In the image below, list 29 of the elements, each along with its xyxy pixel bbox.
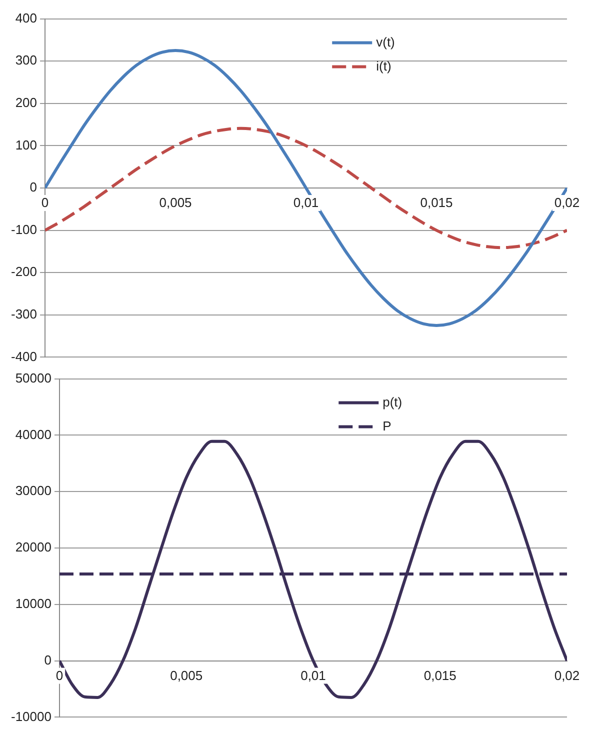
y-tick-label: 0 xyxy=(30,180,38,195)
x-tick-label: 0,015 xyxy=(424,668,456,683)
y-tick-label: 50000 xyxy=(15,370,52,386)
legend-label: v(t) xyxy=(376,34,395,50)
x-tick-label: 0,02 xyxy=(554,668,580,683)
legend-label: i(t) xyxy=(376,58,392,74)
y-tick-label: -300 xyxy=(10,306,38,322)
y-tick-label: 400 xyxy=(15,10,38,26)
y-tick-label: 100 xyxy=(15,137,38,152)
x-tick-label: 0 xyxy=(56,668,64,683)
y-tick-label: 200 xyxy=(15,94,38,110)
x-tick-label: 0,02 xyxy=(554,195,580,210)
y-tick-label: -200 xyxy=(10,264,38,280)
x-tick-label: 0,015 xyxy=(420,195,453,210)
y-tick-label: 0 xyxy=(44,652,52,668)
x-tick-label: 0,01 xyxy=(293,195,319,210)
x-tick-label: 0,005 xyxy=(170,668,203,683)
y-tick-label: 300 xyxy=(15,52,38,68)
legend-label: P xyxy=(382,418,392,434)
x-tick-label: 0,01 xyxy=(300,668,326,683)
y-tick-label: -400 xyxy=(10,348,38,364)
y-tick-label: 10000 xyxy=(15,596,52,611)
legend-label: p(t) xyxy=(382,394,402,410)
y-tick-label: -100 xyxy=(10,222,38,237)
y-tick-label: 40000 xyxy=(15,426,52,442)
y-tick-label: -10000 xyxy=(10,708,52,724)
y-tick-label: 20000 xyxy=(15,540,52,555)
x-tick-label: 0,005 xyxy=(159,195,192,210)
y-tick-label: 30000 xyxy=(15,483,52,498)
